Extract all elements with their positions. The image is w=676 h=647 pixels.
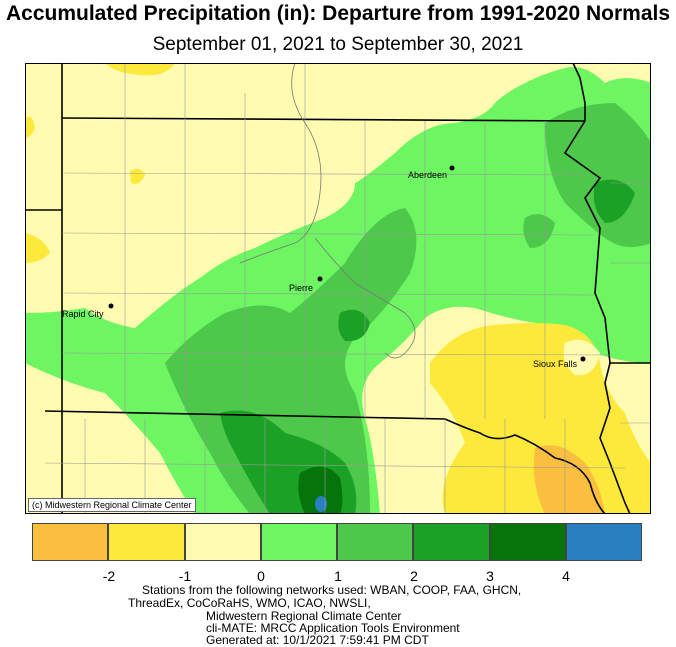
footer-source: Midwestern Regional Climate Center	[206, 609, 402, 623]
legend-swatch-surplus-0-1	[260, 523, 337, 561]
footer-networks-line1: Stations from the following networks use…	[142, 583, 522, 597]
rapid-city-marker	[108, 303, 114, 309]
map-title: Accumulated Precipitation (in): Departur…	[5, 2, 671, 25]
dry-patch-north	[105, 63, 175, 76]
legend-tick: 2	[410, 568, 418, 584]
legend-swatch-surplus-2-3	[413, 523, 490, 561]
wet-region-2in-small	[523, 214, 555, 248]
legend-swatch-deficit-2	[32, 523, 109, 561]
legend-tick: 0	[257, 568, 265, 584]
legend-tick: -2	[102, 568, 116, 584]
wet-region-3in-ne	[593, 179, 635, 223]
dry-patch-small	[130, 168, 145, 184]
wet-region-over-4in	[315, 496, 327, 512]
sioux-falls-label: Sioux Falls	[533, 359, 578, 369]
dry-region-se-deficit	[533, 445, 605, 514]
county-lines	[44, 63, 651, 514]
aberdeen-label: Aberdeen	[408, 170, 447, 180]
legend-tick: 4	[562, 568, 570, 584]
city-pierre: Pierre	[289, 276, 323, 293]
legend-swatch-near-normal-dry	[184, 523, 261, 561]
rapid-city-label: Rapid City	[62, 309, 104, 319]
legend-swatch-surplus-1-2	[337, 523, 414, 561]
missouri-river	[239, 63, 416, 359]
city-sioux-falls: Sioux Falls	[533, 356, 586, 369]
precipitation-map: Aberdeen Pierre Rapid City Sioux Falls	[25, 63, 651, 514]
pierre-label: Pierre	[289, 283, 313, 293]
city-rapid-city: Rapid City	[62, 303, 114, 319]
footer-networks-line2: ThreadEx, CoCoRaHS, WMO, ICAO, NWSLI,	[128, 596, 371, 610]
aberdeen-marker	[449, 165, 455, 171]
legend-tick: 3	[486, 568, 494, 584]
pierre-marker	[317, 276, 323, 282]
wet-region-3in-pierre	[338, 309, 370, 342]
sioux-falls-marker	[580, 356, 586, 362]
legend-swatch-surplus-over-4	[565, 523, 642, 561]
wet-region-4in	[298, 466, 343, 514]
legend-tick: 1	[334, 568, 342, 584]
city-aberdeen: Aberdeen	[408, 165, 455, 180]
legend-colorbar	[32, 523, 642, 561]
legend-tick: -1	[178, 568, 192, 584]
map-subtitle: September 01, 2021 to September 30, 2021	[152, 34, 524, 55]
dry-patch-nw	[25, 116, 35, 138]
dry-patch-west	[25, 233, 50, 263]
legend-swatch-surplus-3-4	[489, 523, 566, 561]
map-frame	[25, 63, 651, 514]
footer-tool: cli-MATE: MRCC Application Tools Environ…	[206, 621, 460, 635]
map-credit: (c) Midwestern Regional Climate Center	[28, 498, 196, 512]
footer-generated: Generated at: 10/1/2021 7:59:41 PM CDT	[206, 633, 429, 647]
legend-swatch-deficit-1	[108, 523, 185, 561]
state-boundaries	[25, 63, 651, 514]
